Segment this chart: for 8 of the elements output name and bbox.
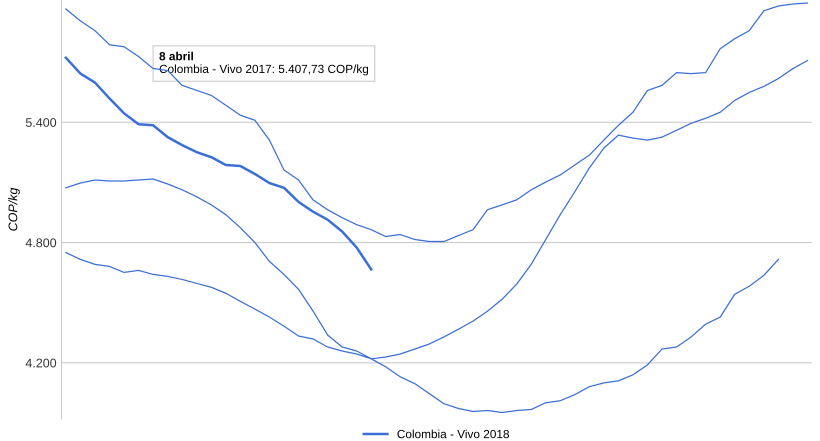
annotation: Colombia - Vivo 2017: 5.407,73 COP/kg [160, 64, 368, 76]
legend-label: Colombia - Vivo 2018 [397, 430, 509, 438]
annotation: 8 abril [159, 52, 193, 60]
y-tick-label: 5.400 [26, 118, 56, 127]
y-axis-title: COP/kg [8, 188, 20, 231]
y-tick-label: 4.200 [26, 358, 56, 368]
y-tick-label: 4.800 [26, 238, 56, 248]
line-series [65, 2, 808, 242]
